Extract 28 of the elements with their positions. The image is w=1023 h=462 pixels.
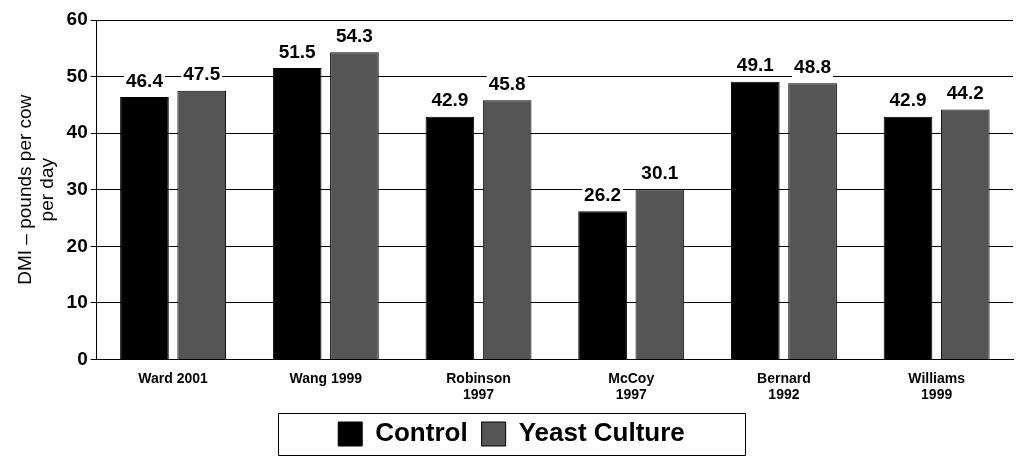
x-tick-label: Robinson 1997 — [446, 369, 511, 403]
y-tick-label: 40 — [66, 121, 88, 143]
y-tick-label: 50 — [66, 64, 88, 86]
data-label: 51.5 — [278, 40, 317, 62]
y-tick-label: 10 — [66, 291, 88, 313]
x-tick-label: Bernard 1992 — [757, 369, 811, 403]
data-label: 47.5 — [183, 63, 221, 85]
data-label: 44.2 — [946, 82, 984, 104]
data-label: 48.8 — [794, 56, 832, 78]
y-tick-label: 60 — [66, 8, 88, 30]
y-tick-label: 30 — [66, 177, 88, 199]
x-tick-label: Williams 1999 — [908, 369, 966, 403]
legend-label: Control — [375, 417, 468, 448]
y-tick-label: 0 — [77, 347, 88, 369]
x-tick-label: Wang 1999 — [289, 369, 363, 386]
x-tick-label: McCoy 1997 — [608, 369, 655, 403]
data-label: 45.8 — [488, 73, 526, 95]
y-axis-title: DMI – pounds per cow per day — [13, 94, 58, 285]
y-tick-label: 20 — [66, 234, 88, 256]
data-label: 49.1 — [736, 54, 775, 76]
legend-label: Yeast Culture — [518, 417, 685, 448]
data-label: 46.4 — [125, 69, 164, 91]
x-tick-label: Ward 2001 — [138, 369, 209, 386]
data-label: 26.2 — [584, 183, 622, 205]
data-label: 54.3 — [335, 24, 373, 46]
data-label: 42.9 — [889, 89, 927, 111]
data-label: 42.9 — [431, 89, 469, 111]
data-label: 30.1 — [641, 161, 679, 183]
